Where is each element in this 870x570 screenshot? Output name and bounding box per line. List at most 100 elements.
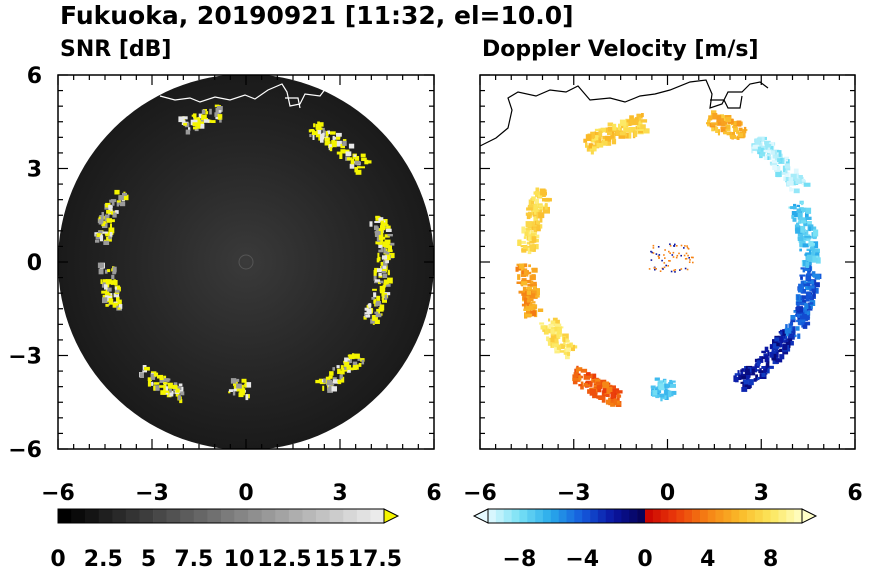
doppler-echo-cell bbox=[740, 369, 743, 373]
doppler-echo-cell bbox=[670, 270, 673, 273]
doppler-echo-cell bbox=[529, 303, 536, 311]
snr-echo-cell bbox=[191, 114, 196, 117]
doppler-echo-cell bbox=[672, 256, 675, 258]
snr-echo-cell bbox=[168, 391, 174, 397]
snr-echo-cell bbox=[384, 234, 390, 238]
doppler-echo-cell bbox=[760, 145, 766, 148]
doppler-echo-cell bbox=[658, 257, 660, 259]
snr-echo-cell bbox=[377, 268, 382, 273]
snr-echo-cell bbox=[102, 231, 108, 234]
doppler-echo-cell bbox=[664, 394, 669, 400]
snr-echo-cell bbox=[245, 394, 249, 401]
doppler-echo-cell bbox=[738, 127, 743, 132]
doppler-echo-cell bbox=[550, 334, 557, 339]
snr-echo-cell bbox=[313, 123, 316, 128]
doppler-echo-cell bbox=[554, 326, 560, 332]
doppler-echo-cell bbox=[692, 256, 694, 259]
snr-echo-cell bbox=[107, 287, 112, 292]
snr-echo-cell bbox=[97, 262, 103, 268]
doppler-echo-cell bbox=[807, 279, 814, 285]
snr-colorbar-swatch bbox=[125, 509, 140, 523]
snr-echo-cell bbox=[117, 307, 121, 310]
doppler-echo-cell bbox=[547, 327, 553, 334]
snr-echo-cell bbox=[385, 259, 389, 264]
snr-echo-cell bbox=[139, 372, 144, 378]
doppler-echo-cell bbox=[717, 120, 722, 126]
doppler-echo-cell bbox=[802, 243, 809, 248]
doppler-echo-cell bbox=[531, 267, 538, 273]
doppler-echo-cell bbox=[583, 382, 588, 386]
doppler-echo-cell bbox=[796, 204, 800, 207]
doppler-echo-cell bbox=[585, 372, 591, 376]
doppler-colorbar-swatch bbox=[590, 509, 599, 523]
doppler-echo-cell bbox=[526, 207, 533, 211]
snr-echo-cell bbox=[376, 258, 380, 263]
doppler-echo-cell bbox=[790, 206, 797, 210]
doppler-echo-cell bbox=[770, 146, 774, 150]
snr-echo-cell bbox=[380, 267, 386, 272]
snr-echo-cell bbox=[339, 374, 343, 380]
snr-colorbar: 0 2.5 5 7.5 10 12.5 15 17.5 bbox=[50, 508, 402, 570]
doppler-echo-cell bbox=[663, 379, 667, 384]
snr-echo-cell bbox=[101, 216, 104, 220]
doppler-colorbar-swatch bbox=[676, 509, 685, 523]
snr-echo-cell bbox=[236, 378, 240, 382]
snr-echo-cell bbox=[164, 390, 171, 393]
snr-colorbar-swatch bbox=[275, 509, 290, 523]
snr-echo-cell bbox=[332, 135, 335, 142]
doppler-echo-cell bbox=[675, 256, 678, 259]
doppler-echo-cell bbox=[625, 132, 632, 139]
doppler-echo-cell bbox=[800, 207, 807, 212]
doppler-colorbar-tick-label: 0 bbox=[637, 547, 652, 570]
snr-echo-cell bbox=[385, 228, 392, 232]
snr-echo-cell bbox=[377, 252, 380, 258]
figure-title: Fukuoka, 20190921 [11:32, el=10.0] bbox=[60, 1, 574, 30]
doppler-echo-cell bbox=[776, 336, 784, 343]
snr-echo-cell bbox=[196, 123, 201, 129]
doppler-echo-cell bbox=[526, 306, 530, 310]
doppler-echo-cell bbox=[764, 346, 769, 353]
snr-echo-cell bbox=[320, 133, 325, 140]
snr-echo-cell bbox=[197, 119, 201, 125]
snr-echo-cell bbox=[105, 269, 108, 274]
doppler-echo-cell bbox=[769, 351, 774, 358]
snr-echo-cell bbox=[102, 297, 108, 304]
doppler-echo-cell bbox=[805, 207, 812, 214]
doppler-echo-cell bbox=[671, 390, 677, 395]
doppler-echo-cell bbox=[801, 178, 805, 182]
snr-echo-cell bbox=[101, 220, 106, 227]
doppler-echo-cell bbox=[533, 285, 537, 290]
doppler-echo-cell bbox=[782, 172, 786, 175]
doppler-echo-cell bbox=[742, 379, 749, 384]
doppler-echo-cell bbox=[593, 384, 599, 388]
snr-colorbar-frame bbox=[57, 508, 385, 524]
doppler-echo-cell bbox=[637, 128, 644, 131]
doppler-echo-cell bbox=[791, 211, 798, 218]
snr-echo-cell bbox=[336, 140, 342, 147]
doppler-echo-cell bbox=[680, 268, 683, 270]
snr-colorbar-swatch bbox=[329, 509, 344, 523]
snr-echo-cell bbox=[382, 236, 386, 240]
doppler-echo-cell bbox=[536, 224, 541, 230]
doppler-echo-cell bbox=[650, 259, 653, 261]
snr-echo-cell bbox=[329, 131, 336, 135]
snr-echo-cell bbox=[358, 363, 362, 367]
doppler-echo-cell bbox=[580, 381, 584, 386]
doppler-echo-cell bbox=[784, 156, 789, 160]
doppler-colorbar-tick-label: −8 bbox=[503, 547, 537, 570]
doppler-echo-cell bbox=[583, 384, 590, 387]
doppler-echo-cell bbox=[610, 133, 615, 139]
doppler-echo-cell bbox=[608, 397, 611, 401]
snr-echo-cell bbox=[372, 315, 378, 321]
doppler-echo-cell bbox=[759, 356, 764, 363]
snr-colorbar-swatch bbox=[193, 509, 208, 523]
snr-echo-cell bbox=[385, 224, 389, 229]
snr-echo-cell bbox=[108, 204, 113, 209]
snr-echo-cell bbox=[322, 385, 325, 391]
doppler-echo-cell bbox=[789, 333, 795, 337]
snr-echo-cell bbox=[98, 230, 103, 234]
doppler-echo-cell bbox=[525, 313, 533, 317]
doppler-echo-cell bbox=[798, 294, 801, 300]
doppler-echo-cell bbox=[791, 188, 794, 192]
snr-echo-cell bbox=[117, 299, 122, 305]
